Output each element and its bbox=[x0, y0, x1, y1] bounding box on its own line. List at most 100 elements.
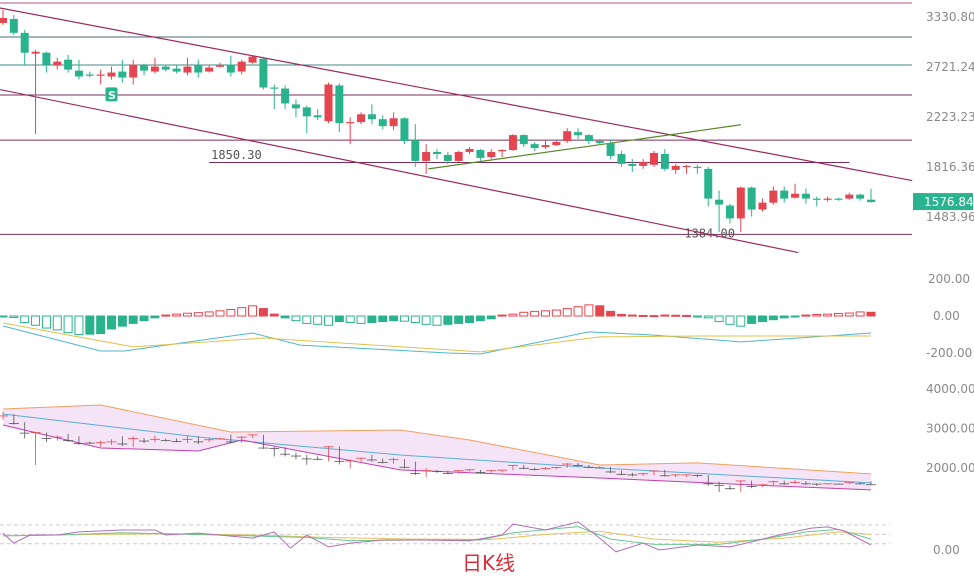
candle-body bbox=[140, 65, 149, 71]
boll-candle bbox=[366, 454, 377, 462]
macd-histogram-bar bbox=[399, 315, 409, 322]
candle bbox=[259, 56, 268, 90]
macd-histogram-bar bbox=[204, 311, 214, 317]
macd-axis-label: 200.00 bbox=[928, 272, 970, 286]
candle bbox=[313, 109, 322, 121]
boll-candle bbox=[562, 463, 573, 468]
price-axis-label: 2223.23 bbox=[926, 110, 974, 124]
boll-candle bbox=[551, 467, 562, 469]
price-axis-label: 2721.24 bbox=[926, 60, 974, 74]
macd-histogram-bar bbox=[595, 305, 605, 317]
candle-body bbox=[769, 190, 778, 203]
candle bbox=[856, 193, 865, 201]
candle bbox=[725, 203, 734, 224]
macd-histogram-bar bbox=[649, 315, 659, 318]
boll-candle bbox=[193, 436, 204, 444]
macd-histogram-bar bbox=[313, 315, 323, 325]
candle-body bbox=[758, 202, 767, 210]
macd-histogram-bar bbox=[823, 313, 833, 317]
macd-axis-label: 0.00 bbox=[933, 309, 960, 323]
candle-body bbox=[801, 193, 810, 199]
boll-candle bbox=[703, 475, 714, 486]
macd-histogram-bar bbox=[31, 315, 41, 326]
boll-candle bbox=[128, 436, 139, 447]
candle-body bbox=[313, 115, 322, 118]
macd-histogram-bar bbox=[389, 315, 399, 322]
candle-body bbox=[530, 144, 539, 148]
candle bbox=[780, 186, 789, 203]
period-label: 日K线 bbox=[462, 551, 516, 575]
candle-body bbox=[476, 150, 485, 158]
boll-candle bbox=[41, 432, 52, 442]
boll-candle bbox=[453, 470, 464, 474]
candle bbox=[378, 115, 387, 130]
current-price-tag bbox=[913, 193, 973, 211]
candle bbox=[161, 64, 170, 72]
candle bbox=[74, 59, 83, 80]
candle-body bbox=[650, 152, 658, 165]
boll-candle bbox=[475, 469, 486, 474]
candle-body bbox=[324, 84, 333, 122]
boll-candle bbox=[280, 447, 291, 457]
macd-histogram-bar bbox=[161, 314, 171, 317]
candle-body bbox=[367, 114, 376, 120]
candle-body bbox=[715, 199, 724, 205]
boll-candle bbox=[649, 470, 659, 476]
macd-histogram-bar bbox=[150, 315, 160, 319]
macd-histogram-bar bbox=[0, 315, 8, 318]
boll-candle bbox=[236, 436, 247, 443]
macd-histogram-bar bbox=[226, 309, 236, 317]
macd-histogram-bar bbox=[541, 310, 550, 317]
candle bbox=[107, 66, 116, 80]
macd-histogram-bar bbox=[182, 312, 192, 317]
macd-histogram-bar bbox=[758, 315, 767, 323]
candle-body bbox=[85, 74, 94, 76]
candle bbox=[400, 117, 409, 145]
macd-histogram-bar bbox=[269, 313, 279, 317]
macd-histogram-bar bbox=[671, 314, 681, 317]
candle-body bbox=[845, 194, 854, 199]
candle bbox=[693, 164, 702, 174]
candle-body bbox=[682, 165, 691, 168]
candle bbox=[150, 57, 159, 74]
candle-body bbox=[552, 142, 561, 146]
macd-histogram-bar bbox=[443, 315, 453, 325]
macd-histogram-bar bbox=[63, 315, 73, 334]
candle bbox=[367, 104, 376, 125]
candle bbox=[172, 64, 181, 74]
boll-candle bbox=[757, 483, 768, 488]
boll-candle bbox=[334, 446, 345, 465]
macd-histogram-bar bbox=[107, 315, 116, 330]
macd-histogram-bar bbox=[421, 315, 431, 325]
macd-histogram-bar bbox=[725, 315, 735, 325]
macd-histogram-bar bbox=[237, 307, 247, 317]
macd-histogram-bar bbox=[801, 314, 811, 317]
boll-candle bbox=[746, 480, 757, 489]
candle bbox=[498, 149, 507, 157]
macd-histogram-bar bbox=[280, 315, 290, 319]
boll-candle bbox=[432, 469, 442, 473]
candle bbox=[237, 59, 246, 75]
candle-body bbox=[487, 151, 496, 157]
boll-candle bbox=[442, 470, 453, 475]
boll-candle bbox=[356, 457, 367, 462]
candle bbox=[476, 149, 485, 161]
candle-body bbox=[834, 198, 843, 200]
candle bbox=[216, 62, 224, 68]
candle-body bbox=[248, 56, 257, 63]
candle bbox=[834, 197, 843, 201]
boll-candle bbox=[627, 472, 638, 477]
candle bbox=[302, 105, 311, 134]
macd-histogram-bar bbox=[258, 308, 268, 317]
boll-axis-label: 3000.00 bbox=[926, 422, 974, 436]
candle-body bbox=[454, 151, 463, 161]
boll-candle bbox=[171, 438, 182, 443]
macd-histogram-bar bbox=[139, 315, 149, 322]
candle bbox=[0, 10, 7, 25]
boll-candle bbox=[290, 452, 301, 460]
macd-histogram-bar bbox=[378, 315, 388, 323]
boll-candle bbox=[399, 459, 410, 469]
macd-histogram-bar bbox=[20, 315, 30, 323]
candle-body bbox=[465, 149, 474, 152]
candle bbox=[96, 69, 105, 85]
